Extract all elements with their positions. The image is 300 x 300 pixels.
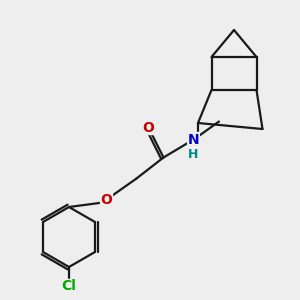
Text: N: N bbox=[188, 133, 199, 146]
Text: O: O bbox=[142, 121, 154, 134]
Text: H: H bbox=[188, 148, 199, 161]
Text: Cl: Cl bbox=[61, 280, 76, 293]
Text: O: O bbox=[100, 193, 112, 206]
